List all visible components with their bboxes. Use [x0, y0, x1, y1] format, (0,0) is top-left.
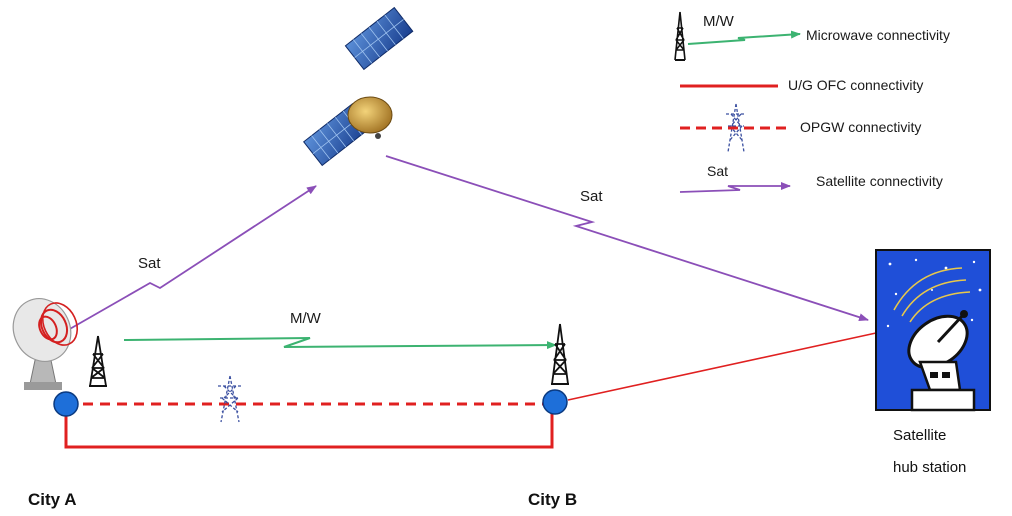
legend-satellite-text: Satellite connectivity	[816, 173, 943, 189]
city-b-label: City B	[528, 490, 577, 509]
city-a-label: City A	[28, 490, 77, 509]
city-b-node	[542, 389, 568, 415]
legend-ofc-text: U/G OFC connectivity	[788, 77, 923, 93]
sat-uplink-label: Sat	[138, 255, 161, 272]
mw-link-label: M/W	[290, 310, 322, 327]
dish-antenna-icon	[12, 298, 79, 390]
city-a-node	[53, 391, 79, 417]
hub-label-line2: hub station	[893, 459, 966, 476]
satellite-hub-icon	[875, 249, 991, 412]
legend-microwave-text: Microwave connectivity	[806, 27, 950, 43]
legend-satellite-line	[679, 182, 791, 193]
sat-downlink-label: Sat	[580, 188, 603, 205]
ofc-link-line	[64, 406, 554, 449]
hub-label-line1: Satellite	[893, 427, 946, 444]
legend: M/W Microwave connectivity U/G OFC conne…	[674, 11, 950, 193]
legend-microwave-line	[687, 30, 801, 45]
sat-uplink-line	[67, 185, 317, 331]
microwave-tower-icon	[89, 335, 107, 387]
legend-mw-code: M/W	[703, 13, 735, 30]
legend-opgw-text: OPGW connectivity	[800, 119, 921, 135]
legend-sat-code: Sat	[707, 163, 728, 179]
legend-microwave-tower-icon	[674, 11, 686, 61]
satellite-icon	[303, 6, 414, 167]
transmission-pylon-icon	[218, 375, 242, 423]
cityb-hub-link-line	[567, 332, 877, 401]
microwave-tower-icon	[551, 323, 569, 385]
mw-link-line	[123, 337, 557, 350]
sat-downlink-line	[385, 155, 869, 322]
